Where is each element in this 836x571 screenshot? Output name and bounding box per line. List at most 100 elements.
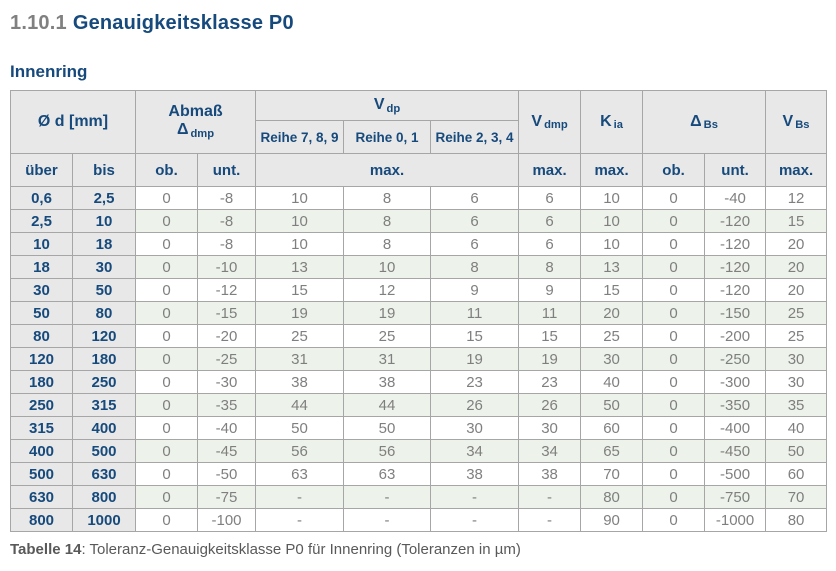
cell-ueber: 500 [10,462,73,486]
cell-bis: 315 [72,393,136,417]
cell-ueber: 2,5 [10,209,73,233]
cell-ueber: 0,6 [10,186,73,210]
cell-bs-ob: 0 [642,508,706,532]
cell-dmp-unt: -45 [196,439,257,463]
caption-label: Tabelle 14 [10,541,82,558]
cell-vdmp-max: 6 [518,186,582,210]
cell-bs-ob: 0 [642,232,706,256]
cell-bis: 50 [72,278,136,302]
cell-dmp-unt: -40 [196,416,257,440]
cell-bs-unt: -120 [704,255,767,279]
cell-vdp-reihe01: - [343,485,432,509]
header-vbs: V Bs [765,90,828,154]
cell-ueber: 630 [10,485,73,509]
table-body: 0,6 2,5 0 -8 10 8 6 6 10 0 -40 12 2,5 10 0 -8 10 8 6 6 10 0 -1… [10,186,828,532]
cell-vdp-reihe789: 44 [255,393,345,417]
cell-vdmp-max: 8 [518,255,582,279]
cell-bis: 10 [72,209,136,233]
cell-vbs-max: 30 [765,370,828,394]
cell-dmp-ob: 0 [135,232,198,256]
cell-bs-unt: -400 [704,416,767,440]
cell-ueber: 250 [10,393,73,417]
cell-vdp-reihe234: 30 [430,416,520,440]
cell-bs-unt: -350 [704,393,767,417]
cell-bs-unt: -120 [704,232,767,256]
cell-ueber: 400 [10,439,73,463]
table-row: 18 30 0 -10 13 10 8 8 13 0 -120 20 [10,255,828,279]
cell-bs-unt: -1000 [704,508,767,532]
cell-vdp-reihe789: 10 [255,232,345,256]
cell-vdp-reihe234: - [430,508,520,532]
subheader-unt: unt. [196,153,257,187]
header-reihe-01: Reihe 0, 1 [343,120,432,154]
cell-bs-unt: -40 [704,186,767,210]
table-row: 30 50 0 -12 15 12 9 9 15 0 -120 20 [10,278,828,302]
cell-vbs-max: 70 [765,485,828,509]
table-row: 400 500 0 -45 56 56 34 34 65 0 -450 50 [10,439,828,463]
cell-ueber: 30 [10,278,73,302]
cell-vdp-reihe789: 15 [255,278,345,302]
cell-dmp-unt: -75 [196,485,257,509]
cell-dmp-ob: 0 [135,209,198,233]
cell-dmp-unt: -8 [196,186,257,210]
cell-bs-ob: 0 [642,186,706,210]
cell-vbs-max: 20 [765,232,828,256]
table-row: 120 180 0 -25 31 31 19 19 30 0 -250 30 [10,347,828,371]
cell-bs-unt: -750 [704,485,767,509]
header-row-sub: über bis ob. unt. max. max. max. ob. unt… [10,153,828,187]
subheader-ob-bs: ob. [642,153,706,187]
table-row: 10 18 0 -8 10 8 6 6 10 0 -120 20 [10,232,828,256]
section-heading: 1.10.1 Genauigkeitsklasse P0 [10,12,826,35]
cell-bis: 80 [72,301,136,325]
cell-dmp-ob: 0 [135,186,198,210]
table-row: 250 315 0 -35 44 44 26 26 50 0 -350 35 [10,393,828,417]
cell-kia-max: 13 [580,255,644,279]
cell-vdmp-max: 19 [518,347,582,371]
table-row: 2,5 10 0 -8 10 8 6 6 10 0 -120 15 [10,209,828,233]
cell-dmp-ob: 0 [135,508,198,532]
cell-bis: 120 [72,324,136,348]
table-row: 500 630 0 -50 63 63 38 38 70 0 -500 60 [10,462,828,486]
cell-bs-ob: 0 [642,301,706,325]
cell-dmp-unt: -8 [196,232,257,256]
table-row: 315 400 0 -40 50 50 30 30 60 0 -400 40 [10,416,828,440]
cell-vdp-reihe01: 31 [343,347,432,371]
cell-vdmp-max: 34 [518,439,582,463]
cell-bis: 1000 [72,508,136,532]
cell-vdp-reihe234: - [430,485,520,509]
cell-dmp-unt: -30 [196,370,257,394]
subheader-bis: bis [72,153,136,187]
cell-dmp-unt: -50 [196,462,257,486]
cell-bs-ob: 0 [642,416,706,440]
cell-bs-unt: -120 [704,209,767,233]
cell-bs-ob: 0 [642,347,706,371]
cell-vdp-reihe234: 6 [430,209,520,233]
cell-bs-unt: -120 [704,278,767,302]
cell-bs-unt: -250 [704,347,767,371]
cell-vbs-max: 25 [765,324,828,348]
cell-vdp-reihe789: 10 [255,209,345,233]
cell-vdp-reihe789: 56 [255,439,345,463]
cell-dmp-ob: 0 [135,416,198,440]
cell-kia-max: 65 [580,439,644,463]
header-delta-bs: Δ Bs [642,90,767,154]
cell-vbs-max: 30 [765,347,828,371]
document-page: 1.10.1 Genauigkeitsklasse P0 Innenring Ø … [10,12,828,558]
cell-vdp-reihe01: 63 [343,462,432,486]
cell-vdp-reihe01: 8 [343,209,432,233]
cell-vdp-reihe789: 10 [255,186,345,210]
cell-bis: 18 [72,232,136,256]
cell-bis: 800 [72,485,136,509]
cell-ueber: 800 [10,508,73,532]
cell-bs-ob: 0 [642,439,706,463]
cell-vdmp-max: - [518,508,582,532]
cell-vdmp-max: 38 [518,462,582,486]
cell-bs-ob: 0 [642,370,706,394]
cell-vdp-reihe01: 10 [343,255,432,279]
cell-bis: 30 [72,255,136,279]
cell-bis: 400 [72,416,136,440]
